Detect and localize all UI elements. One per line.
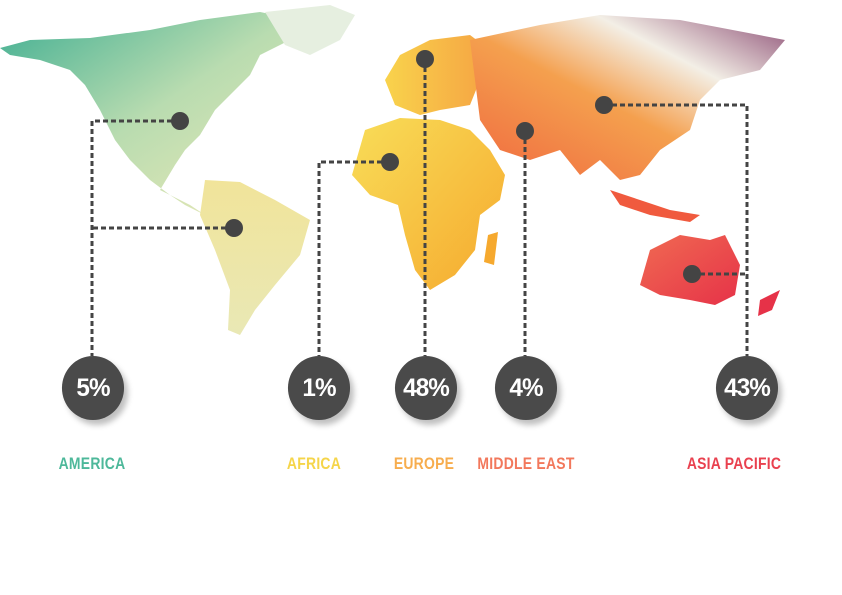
marker-south-america xyxy=(225,219,243,237)
africa-label: AFRICA xyxy=(286,454,342,473)
connector-lines xyxy=(90,59,749,356)
america-label: AMERICA xyxy=(58,454,126,473)
asia-pacific-percentage: 43% xyxy=(715,356,779,420)
marker-europe xyxy=(416,50,434,68)
continent-africa xyxy=(352,118,505,290)
connector-america-north xyxy=(90,119,180,356)
connector-africa xyxy=(317,160,390,356)
america-percentage: 5% xyxy=(61,356,125,420)
continent-south-america xyxy=(200,180,310,335)
europe-label: EUROPE xyxy=(393,454,455,473)
marker-australia xyxy=(683,265,701,283)
marker-asia xyxy=(595,96,613,114)
continent-europe xyxy=(385,35,490,115)
continent-north-america xyxy=(0,12,300,215)
middle-east-percentage: 4% xyxy=(494,356,558,420)
marker-africa xyxy=(381,153,399,171)
marker-north-america xyxy=(171,112,189,130)
continent-greenland xyxy=(265,5,355,55)
asia-pacific-label: ASIA PACIFIC xyxy=(686,454,782,473)
marker-middle-east xyxy=(516,122,534,140)
europe-percentage: 48% xyxy=(394,356,458,420)
continent-asia xyxy=(470,15,785,222)
middle-east-label: MIDDLE EAST xyxy=(477,454,575,473)
location-markers xyxy=(171,50,701,283)
africa-percentage: 1% xyxy=(287,356,351,420)
